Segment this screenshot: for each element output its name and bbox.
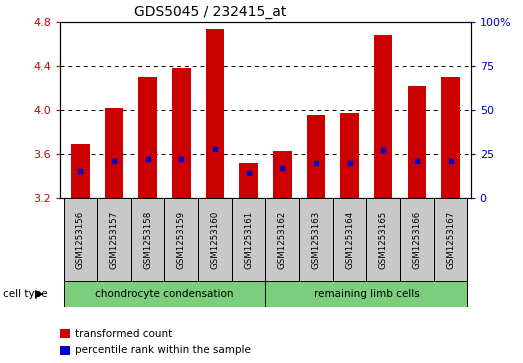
Bar bbox=[139, 77, 157, 198]
Text: ▶: ▶ bbox=[35, 289, 43, 299]
Text: chondrocyte condensation: chondrocyte condensation bbox=[95, 289, 234, 299]
Bar bbox=[164, 198, 198, 281]
Bar bbox=[97, 198, 131, 281]
Text: GDS5045 / 232415_at: GDS5045 / 232415_at bbox=[134, 5, 287, 19]
Text: GSM1253164: GSM1253164 bbox=[345, 211, 354, 269]
Bar bbox=[206, 29, 224, 198]
Point bbox=[211, 146, 219, 151]
Text: GSM1253167: GSM1253167 bbox=[446, 211, 455, 269]
Point bbox=[379, 147, 388, 153]
Bar bbox=[407, 86, 426, 198]
Point bbox=[413, 158, 421, 164]
Bar bbox=[441, 77, 460, 198]
Bar bbox=[63, 198, 97, 281]
Bar bbox=[434, 198, 468, 281]
Point bbox=[76, 168, 85, 174]
Bar bbox=[198, 198, 232, 281]
Bar bbox=[71, 144, 89, 198]
Bar bbox=[374, 35, 392, 198]
Bar bbox=[340, 113, 359, 198]
Bar bbox=[105, 107, 123, 198]
Text: GSM1253162: GSM1253162 bbox=[278, 211, 287, 269]
Point bbox=[446, 158, 454, 164]
Bar bbox=[299, 198, 333, 281]
Bar bbox=[266, 198, 299, 281]
Point bbox=[312, 160, 320, 166]
Point bbox=[177, 156, 186, 162]
Point bbox=[345, 160, 354, 166]
Text: cell type: cell type bbox=[3, 289, 47, 299]
Point bbox=[110, 158, 118, 164]
Bar bbox=[333, 198, 367, 281]
Text: GSM1253159: GSM1253159 bbox=[177, 211, 186, 269]
Bar bbox=[306, 115, 325, 198]
Point bbox=[244, 170, 253, 176]
Text: GSM1253163: GSM1253163 bbox=[311, 211, 321, 269]
Text: GSM1253166: GSM1253166 bbox=[412, 211, 422, 269]
Bar bbox=[266, 281, 468, 307]
Bar bbox=[240, 163, 258, 198]
Point bbox=[278, 165, 287, 171]
Text: GSM1253165: GSM1253165 bbox=[379, 211, 388, 269]
Text: GSM1253160: GSM1253160 bbox=[210, 211, 220, 269]
Bar bbox=[400, 198, 434, 281]
Bar bbox=[63, 281, 266, 307]
Text: GSM1253161: GSM1253161 bbox=[244, 211, 253, 269]
Text: GSM1253157: GSM1253157 bbox=[109, 211, 119, 269]
Text: GSM1253158: GSM1253158 bbox=[143, 211, 152, 269]
Bar bbox=[172, 68, 190, 198]
Point bbox=[143, 156, 152, 162]
Bar bbox=[367, 198, 400, 281]
Text: transformed count: transformed count bbox=[75, 329, 172, 339]
Text: remaining limb cells: remaining limb cells bbox=[313, 289, 419, 299]
Text: GSM1253156: GSM1253156 bbox=[76, 211, 85, 269]
Bar bbox=[232, 198, 266, 281]
Text: percentile rank within the sample: percentile rank within the sample bbox=[75, 345, 251, 355]
Bar bbox=[273, 151, 291, 198]
Bar bbox=[131, 198, 164, 281]
